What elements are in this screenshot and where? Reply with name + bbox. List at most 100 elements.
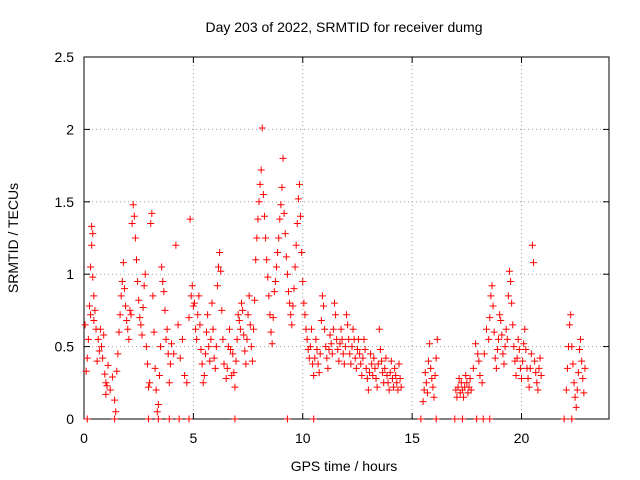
data-point [382,354,390,362]
data-point [367,350,375,358]
data-point [286,299,294,307]
data-point [245,292,253,300]
data-point [127,311,135,319]
data-point [102,390,110,398]
data-point [567,311,575,319]
data-point [100,331,108,339]
data-point [454,383,462,391]
data-point [235,317,243,325]
data-point [96,325,104,333]
data-point [578,357,586,365]
y-tick-label: 2.5 [55,49,75,65]
data-point [165,415,173,423]
data-point [135,296,143,304]
y-tick-label: 2 [66,121,74,137]
data-point [518,374,525,382]
data-point [432,354,440,362]
data-point [460,393,468,401]
data-point [371,364,379,372]
data-point [120,285,128,293]
data-point [532,369,540,377]
data-point [207,335,215,343]
data-point [581,364,589,372]
data-point [233,335,241,343]
data-point [509,321,517,329]
data-point [394,386,402,394]
data-point [271,277,279,285]
data-point [488,282,496,290]
data-point [308,325,315,333]
data-point [346,350,354,358]
data-point [269,314,277,322]
data-point [204,311,212,319]
data-point [293,220,301,228]
data-point [283,415,291,423]
data-point [147,220,155,228]
data-point [337,325,345,333]
data-point [208,299,216,307]
y-tick-label: 1 [66,266,74,282]
data-point [93,357,101,365]
data-point [104,361,112,369]
data-point [161,306,169,314]
data-point [95,347,103,355]
data-point [491,354,499,362]
data-point [566,321,574,329]
data-point [500,360,508,368]
data-point [487,292,495,300]
data-point [232,357,240,365]
data-point [505,267,513,275]
axis-tick-labels: 0 5 10 15 20 0 0.5 1 1.5 2 2.5 [55,49,530,446]
data-point [83,415,91,423]
data-point [326,331,334,339]
data-point [528,241,536,249]
data-point [358,372,366,380]
data-point [285,288,293,296]
data-point [113,367,121,375]
data-point [248,357,256,365]
data-point [159,277,167,285]
data-point [334,345,342,353]
data-point [462,372,470,380]
data-point [571,393,579,401]
data-point [537,372,545,380]
data-point [136,314,144,322]
data-point [256,180,264,188]
data-point [108,373,116,381]
data-points [81,124,589,423]
data-point [126,306,134,314]
x-tick-label: 20 [514,430,530,446]
data-point [363,374,371,382]
data-point [117,292,125,300]
data-point [372,374,380,382]
data-point [374,360,382,368]
data-point [218,306,226,314]
data-point [379,369,387,377]
data-point [325,345,333,353]
data-point [428,374,436,382]
data-point [376,345,384,353]
data-point [426,340,434,348]
data-point [231,383,239,391]
data-point [259,191,267,199]
data-point [247,343,255,351]
data-point [99,354,107,362]
data-point [420,386,428,394]
data-point [265,292,273,300]
data-point [197,345,205,353]
data-point [122,302,130,310]
data-point [568,415,576,423]
data-point [211,364,219,372]
data-point [516,364,524,372]
data-point [533,379,541,387]
data-point [387,357,395,365]
data-point [288,321,296,329]
plot-frame [83,56,610,420]
data-point [396,374,404,382]
data-point [277,201,285,209]
data-point [205,343,213,351]
data-point [212,343,220,351]
data-point [322,343,330,351]
data-point [91,306,99,314]
y-tick-label: 0.5 [55,339,75,355]
